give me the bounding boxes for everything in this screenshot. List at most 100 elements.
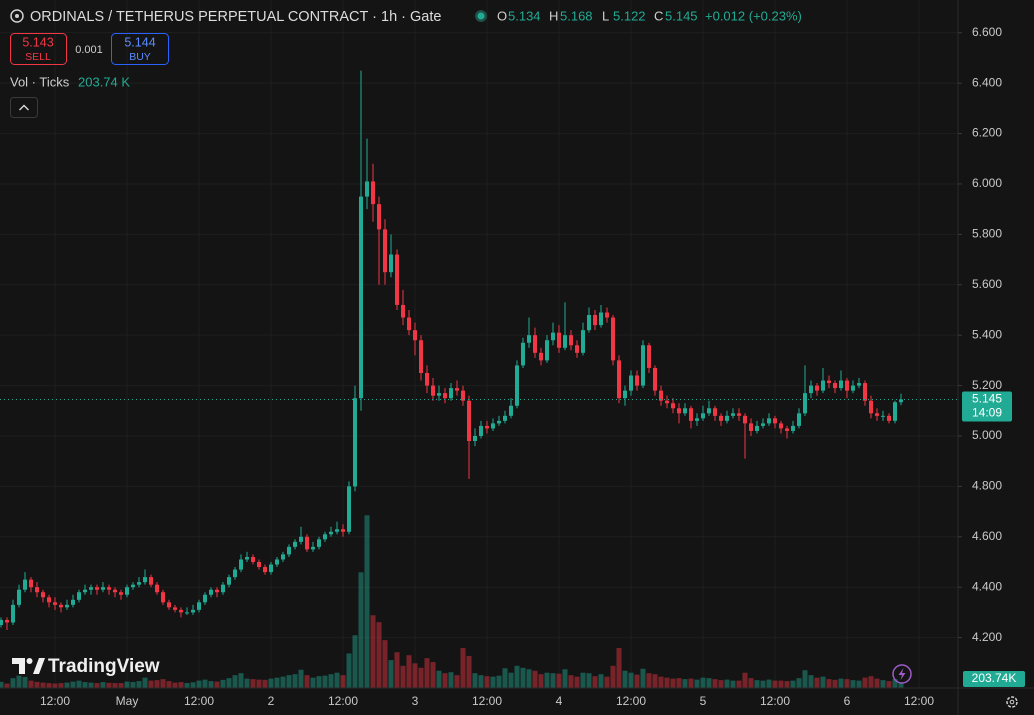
volume-bar xyxy=(748,678,754,688)
candle-body xyxy=(503,415,507,421)
y-tick-label: 6.200 xyxy=(972,126,1002,140)
buy-button[interactable] xyxy=(111,33,169,65)
volume-bar xyxy=(472,673,478,688)
volume-bar xyxy=(640,668,646,688)
volume-bar xyxy=(796,678,802,688)
volume-bar xyxy=(568,675,574,688)
volume-bar xyxy=(298,669,304,688)
candle-body xyxy=(329,531,333,535)
y-tick-label: 6.000 xyxy=(972,176,1002,190)
volume-bar xyxy=(628,672,634,688)
volume-bar xyxy=(112,683,118,688)
candle-body xyxy=(743,415,747,424)
volume-bar xyxy=(202,679,208,688)
buy-price: 5.144 xyxy=(124,35,155,49)
candle-body xyxy=(389,254,393,273)
volume-bar xyxy=(508,672,514,688)
volume-bar xyxy=(502,668,508,688)
collapse-button[interactable] xyxy=(10,97,38,118)
x-tick-label: 3 xyxy=(412,694,419,708)
sell-button[interactable] xyxy=(10,33,67,65)
candle-body xyxy=(761,423,765,426)
y-tick-label: 4.200 xyxy=(972,630,1002,644)
candle-body xyxy=(113,589,117,593)
volume-bar xyxy=(436,670,442,688)
volume-bar xyxy=(598,674,604,688)
candle-body xyxy=(221,584,225,593)
volume-bar xyxy=(466,655,472,688)
symbol-icon[interactable] xyxy=(10,9,24,23)
candle-body xyxy=(71,599,75,605)
ohlc-value: 5.122 xyxy=(613,8,646,23)
volume-bar xyxy=(898,682,904,688)
candle-body xyxy=(251,556,255,562)
candle-body xyxy=(245,556,249,560)
candle-body xyxy=(461,390,465,401)
candle-body xyxy=(815,385,819,391)
volume-bar xyxy=(772,680,778,688)
candle-body xyxy=(101,587,105,590)
candle-body xyxy=(365,181,369,197)
candle-body xyxy=(59,604,63,608)
y-tick-label: 5.800 xyxy=(972,227,1002,241)
logo-text[interactable]: TradingView xyxy=(48,656,160,677)
candle-body xyxy=(539,352,543,361)
candle-body xyxy=(23,579,27,590)
candle-body xyxy=(425,372,429,386)
volume-bar xyxy=(670,678,676,688)
volume-bar xyxy=(532,670,538,688)
candle-body xyxy=(887,415,891,421)
candle-body xyxy=(863,383,867,401)
logo-mark xyxy=(26,658,33,664)
settings-button[interactable] xyxy=(1006,696,1018,708)
volume-bar xyxy=(892,679,898,688)
volume-bar xyxy=(496,675,502,688)
candle-body xyxy=(269,564,273,573)
candle-body xyxy=(755,425,759,431)
candle-body xyxy=(263,567,267,573)
volume-bar xyxy=(262,679,268,688)
last-price-label: 5.145 xyxy=(972,392,1002,406)
volume-bar xyxy=(460,648,466,688)
volume-bar xyxy=(844,679,850,688)
candle-body xyxy=(479,425,483,436)
candle-body xyxy=(869,400,873,414)
candle-body xyxy=(719,415,723,421)
candle-body xyxy=(359,196,363,399)
x-tick-label: 5 xyxy=(700,694,707,708)
candle-body xyxy=(11,604,15,623)
volume-bar xyxy=(784,681,790,688)
candle-body xyxy=(809,385,813,394)
candle-body xyxy=(179,609,183,613)
candle-body xyxy=(749,423,753,431)
volume-bar xyxy=(64,682,70,688)
candle-body xyxy=(725,415,729,421)
volume-bar xyxy=(448,672,454,688)
candle-body xyxy=(311,546,315,550)
volume-bar xyxy=(760,680,766,688)
candle-body xyxy=(893,402,897,421)
candle-body xyxy=(791,425,795,431)
lightning-button[interactable] xyxy=(892,664,912,684)
volume-bar xyxy=(292,674,298,688)
candle-body xyxy=(353,398,357,487)
candle-body xyxy=(275,559,279,565)
volume-bar xyxy=(544,672,550,688)
symbol-title[interactable]: ORDINALS / TETHERUS PERPETUAL CONTRACT ·… xyxy=(30,9,441,25)
volume-bar xyxy=(28,680,34,688)
volume-bar xyxy=(118,683,124,688)
y-tick-label: 4.600 xyxy=(972,529,1002,543)
candle-body xyxy=(185,612,189,614)
x-tick-label: 12:00 xyxy=(328,694,358,708)
x-tick-label: 6 xyxy=(844,694,851,708)
logo-mark xyxy=(33,658,45,674)
candle-body xyxy=(119,592,123,595)
candle-body xyxy=(467,400,471,442)
volume-bar xyxy=(394,652,400,688)
volume-bar xyxy=(814,677,820,688)
indicator-name[interactable]: Vol · Ticks xyxy=(10,74,70,89)
candle-body xyxy=(281,554,285,560)
volume-bar xyxy=(664,677,670,688)
volume-bar xyxy=(148,680,154,688)
